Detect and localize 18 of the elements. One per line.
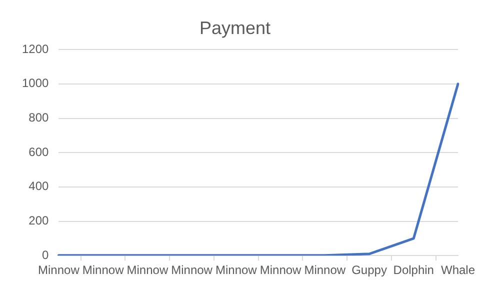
y-tick-label: 800 xyxy=(28,110,50,125)
x-tick-label: Minnow xyxy=(126,263,168,278)
y-tick-label: 200 xyxy=(28,214,50,228)
x-tick-label: Minnow xyxy=(38,263,80,278)
x-tick-label: Guppy xyxy=(352,263,387,278)
x-tick-label: Whale xyxy=(440,263,476,278)
x-tick-label: Minnow xyxy=(304,263,346,278)
x-tick-label: Dolphin xyxy=(393,263,434,278)
x-tick-label: Minnow xyxy=(82,263,124,278)
x-tick-label: Minnow xyxy=(215,263,258,278)
y-tick-label: 400 xyxy=(28,179,50,194)
y-tick-label: 1200 xyxy=(22,42,50,56)
y-tick-label: 0 xyxy=(42,248,50,262)
chart-title: Payment xyxy=(199,18,271,38)
y-tick-label: 600 xyxy=(28,144,50,159)
x-tick-label: Minnow xyxy=(171,263,213,278)
y-tick-label: 1000 xyxy=(22,76,50,90)
x-tick-label: Minnow xyxy=(260,263,302,278)
